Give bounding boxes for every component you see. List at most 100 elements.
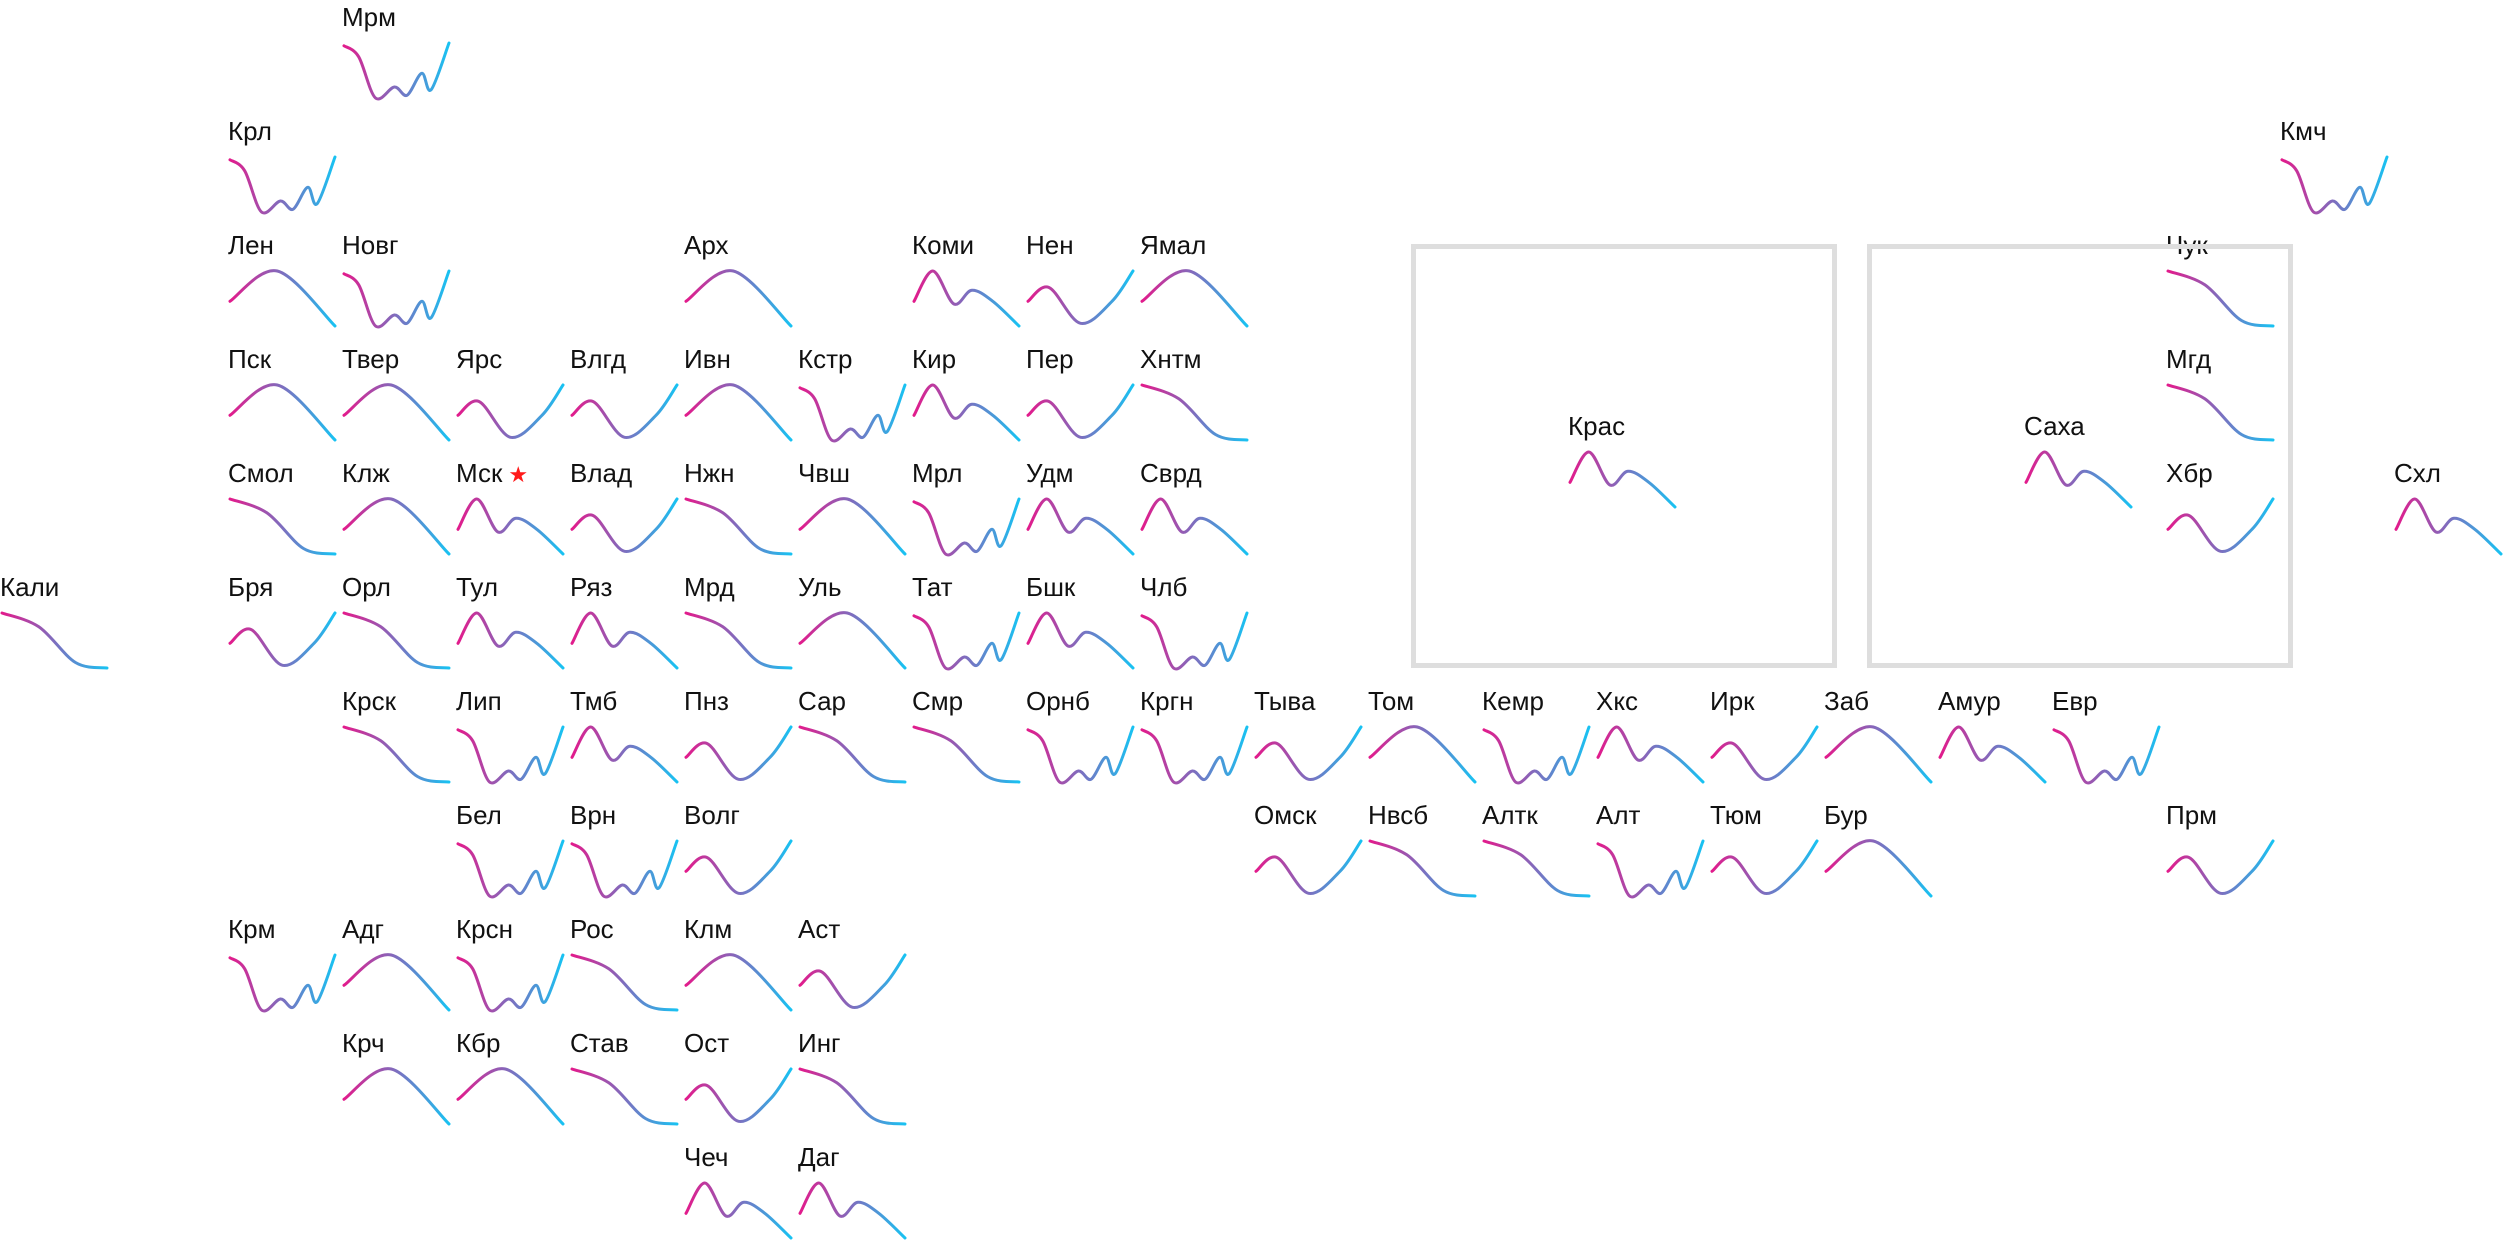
region-tile-nvsb[interactable]: Нвсб — [1368, 798, 1482, 912]
region-tile-hks[interactable]: Хкс — [1596, 684, 1710, 798]
region-tile-kbr[interactable]: Кбр — [456, 1026, 570, 1140]
region-tile-ing[interactable]: Инг — [798, 1026, 912, 1140]
region-tile-chlb[interactable]: Члб — [1140, 570, 1254, 684]
region-tile-tyum[interactable]: Тюм — [1710, 798, 1824, 912]
region-tile-per[interactable]: Пер — [1026, 342, 1140, 456]
region-tile-krsn[interactable]: Крсн — [456, 912, 570, 1026]
region-tile-krch[interactable]: Крч — [342, 1026, 456, 1140]
region-tile-bel[interactable]: Бел — [456, 798, 570, 912]
sparkline — [342, 611, 451, 670]
sparkline-chart — [1140, 497, 1249, 556]
sparkline-chart — [684, 953, 793, 1012]
region-tile-mrm[interactable]: Мрм — [342, 0, 456, 114]
region-tile-hbr[interactable]: Хбр — [2166, 456, 2280, 570]
region-tile-altk[interactable]: Алтк — [1482, 798, 1596, 912]
region-tile-kemr[interactable]: Кемр — [1482, 684, 1596, 798]
region-tile-nen[interactable]: Нен — [1026, 228, 1140, 342]
region-tile-kstr[interactable]: Кстр — [798, 342, 912, 456]
region-tile-chech[interactable]: Чеч — [684, 1140, 798, 1254]
region-tile-tul[interactable]: Тул — [456, 570, 570, 684]
region-label: Орл — [342, 572, 391, 602]
region-tile-mrl[interactable]: Мрл — [912, 456, 1026, 570]
region-tile-ryaz[interactable]: Ряз — [570, 570, 684, 684]
region-tile-vlgd[interactable]: Влгд — [570, 342, 684, 456]
region-tile-krl[interactable]: Крл — [228, 114, 342, 228]
region-tile-amur[interactable]: Амур — [1938, 684, 2052, 798]
region-label: Нен — [1026, 230, 1074, 260]
region-tile-chvsh[interactable]: Чвш — [798, 456, 912, 570]
region-tile-bshk[interactable]: Бшк — [1026, 570, 1140, 684]
sparkline-chart — [684, 1181, 793, 1240]
region-tile-tat[interactable]: Тат — [912, 570, 1026, 684]
region-tile-novg[interactable]: Новг — [342, 228, 456, 342]
region-tile-hntm[interactable]: Хнтм — [1140, 342, 1254, 456]
region-tile-shl[interactable]: Схл — [2394, 456, 2508, 570]
region-label: Бря — [228, 572, 273, 602]
region-tile-smr[interactable]: Смр — [912, 684, 1026, 798]
sparkline-chart — [228, 611, 337, 667]
region-tile-lip[interactable]: Лип — [456, 684, 570, 798]
region-tile-ros[interactable]: Рос — [570, 912, 684, 1026]
region-tile-pnz[interactable]: Пнз — [684, 684, 798, 798]
sparkline-chart — [2024, 450, 2133, 509]
region-tile-irk[interactable]: Ирк — [1710, 684, 1824, 798]
region-tile-klm[interactable]: Клм — [684, 912, 798, 1026]
sparkline-chart — [1026, 269, 1135, 325]
region-tile-omsk[interactable]: Омск — [1254, 798, 1368, 912]
region-tile-volg[interactable]: Волг — [684, 798, 798, 912]
region-tile-krsk[interactable]: Крск — [342, 684, 456, 798]
region-name: Тыва — [1254, 686, 1316, 716]
sparkline-chart — [1710, 839, 1819, 895]
region-tile-len[interactable]: Лен — [228, 228, 342, 342]
region-tile-saha[interactable]: Саха — [1867, 244, 2293, 668]
region-tile-krgn[interactable]: Кргн — [1140, 684, 1254, 798]
region-tile-ul[interactable]: Уль — [798, 570, 912, 684]
region-tile-brya[interactable]: Бря — [228, 570, 342, 684]
region-tile-msk[interactable]: Мск ★ — [456, 456, 570, 570]
region-tile-kmch[interactable]: Кмч — [2280, 114, 2394, 228]
region-tile-ivn[interactable]: Ивн — [684, 342, 798, 456]
region-tile-mgd[interactable]: Мгд — [2166, 342, 2280, 456]
region-tile-yars[interactable]: Ярс — [456, 342, 570, 456]
sparkline-chart — [1596, 725, 1705, 784]
region-tile-yamal[interactable]: Ямал — [1140, 228, 1254, 342]
region-tile-adg[interactable]: Адг — [342, 912, 456, 1026]
region-tile-ornb[interactable]: Орнб — [1026, 684, 1140, 798]
region-tile-evr[interactable]: Евр — [2052, 684, 2166, 798]
region-tile-stav[interactable]: Став — [570, 1026, 684, 1140]
region-tile-vlad[interactable]: Влад — [570, 456, 684, 570]
region-tile-dag[interactable]: Даг — [798, 1140, 912, 1254]
region-tile-arh[interactable]: Арх — [684, 228, 798, 342]
region-tile-komi[interactable]: Коми — [912, 228, 1026, 342]
region-tile-psk[interactable]: Пск — [228, 342, 342, 456]
region-tile-orl[interactable]: Орл — [342, 570, 456, 684]
region-tile-udm[interactable]: Удм — [1026, 456, 1140, 570]
region-tile-prm[interactable]: Прм — [2166, 798, 2280, 912]
region-tile-vrn[interactable]: Врн — [570, 798, 684, 912]
region-tile-ost[interactable]: Ост — [684, 1026, 798, 1140]
region-tile-svrd[interactable]: Сврд — [1140, 456, 1254, 570]
region-tile-sar[interactable]: Сар — [798, 684, 912, 798]
region-tile-tmb[interactable]: Тмб — [570, 684, 684, 798]
region-tile-tom[interactable]: Том — [1368, 684, 1482, 798]
region-tile-mrd[interactable]: Мрд — [684, 570, 798, 684]
sparkline — [2166, 383, 2275, 442]
region-tile-nzhn[interactable]: Нжн — [684, 456, 798, 570]
region-tile-krm[interactable]: Крм — [228, 912, 342, 1026]
region-tile-alt[interactable]: Алт — [1596, 798, 1710, 912]
sparkline-chart — [570, 725, 679, 784]
region-tile-tyva[interactable]: Тыва — [1254, 684, 1368, 798]
region-tile-kir[interactable]: Кир — [912, 342, 1026, 456]
sparkline — [1140, 269, 1249, 328]
region-tile-tver[interactable]: Твер — [342, 342, 456, 456]
region-name: Крм — [228, 914, 276, 944]
sparkline — [342, 383, 451, 442]
region-tile-zab[interactable]: Заб — [1824, 684, 1938, 798]
sparkline — [570, 1067, 679, 1126]
region-tile-smol[interactable]: Смол — [228, 456, 342, 570]
region-tile-klzh[interactable]: Клж — [342, 456, 456, 570]
region-tile-bur[interactable]: Бур — [1824, 798, 1938, 912]
region-tile-kali[interactable]: Кали — [0, 570, 114, 684]
region-tile-kras[interactable]: Крас — [1411, 244, 1837, 668]
region-tile-ast[interactable]: Аст — [798, 912, 912, 1026]
